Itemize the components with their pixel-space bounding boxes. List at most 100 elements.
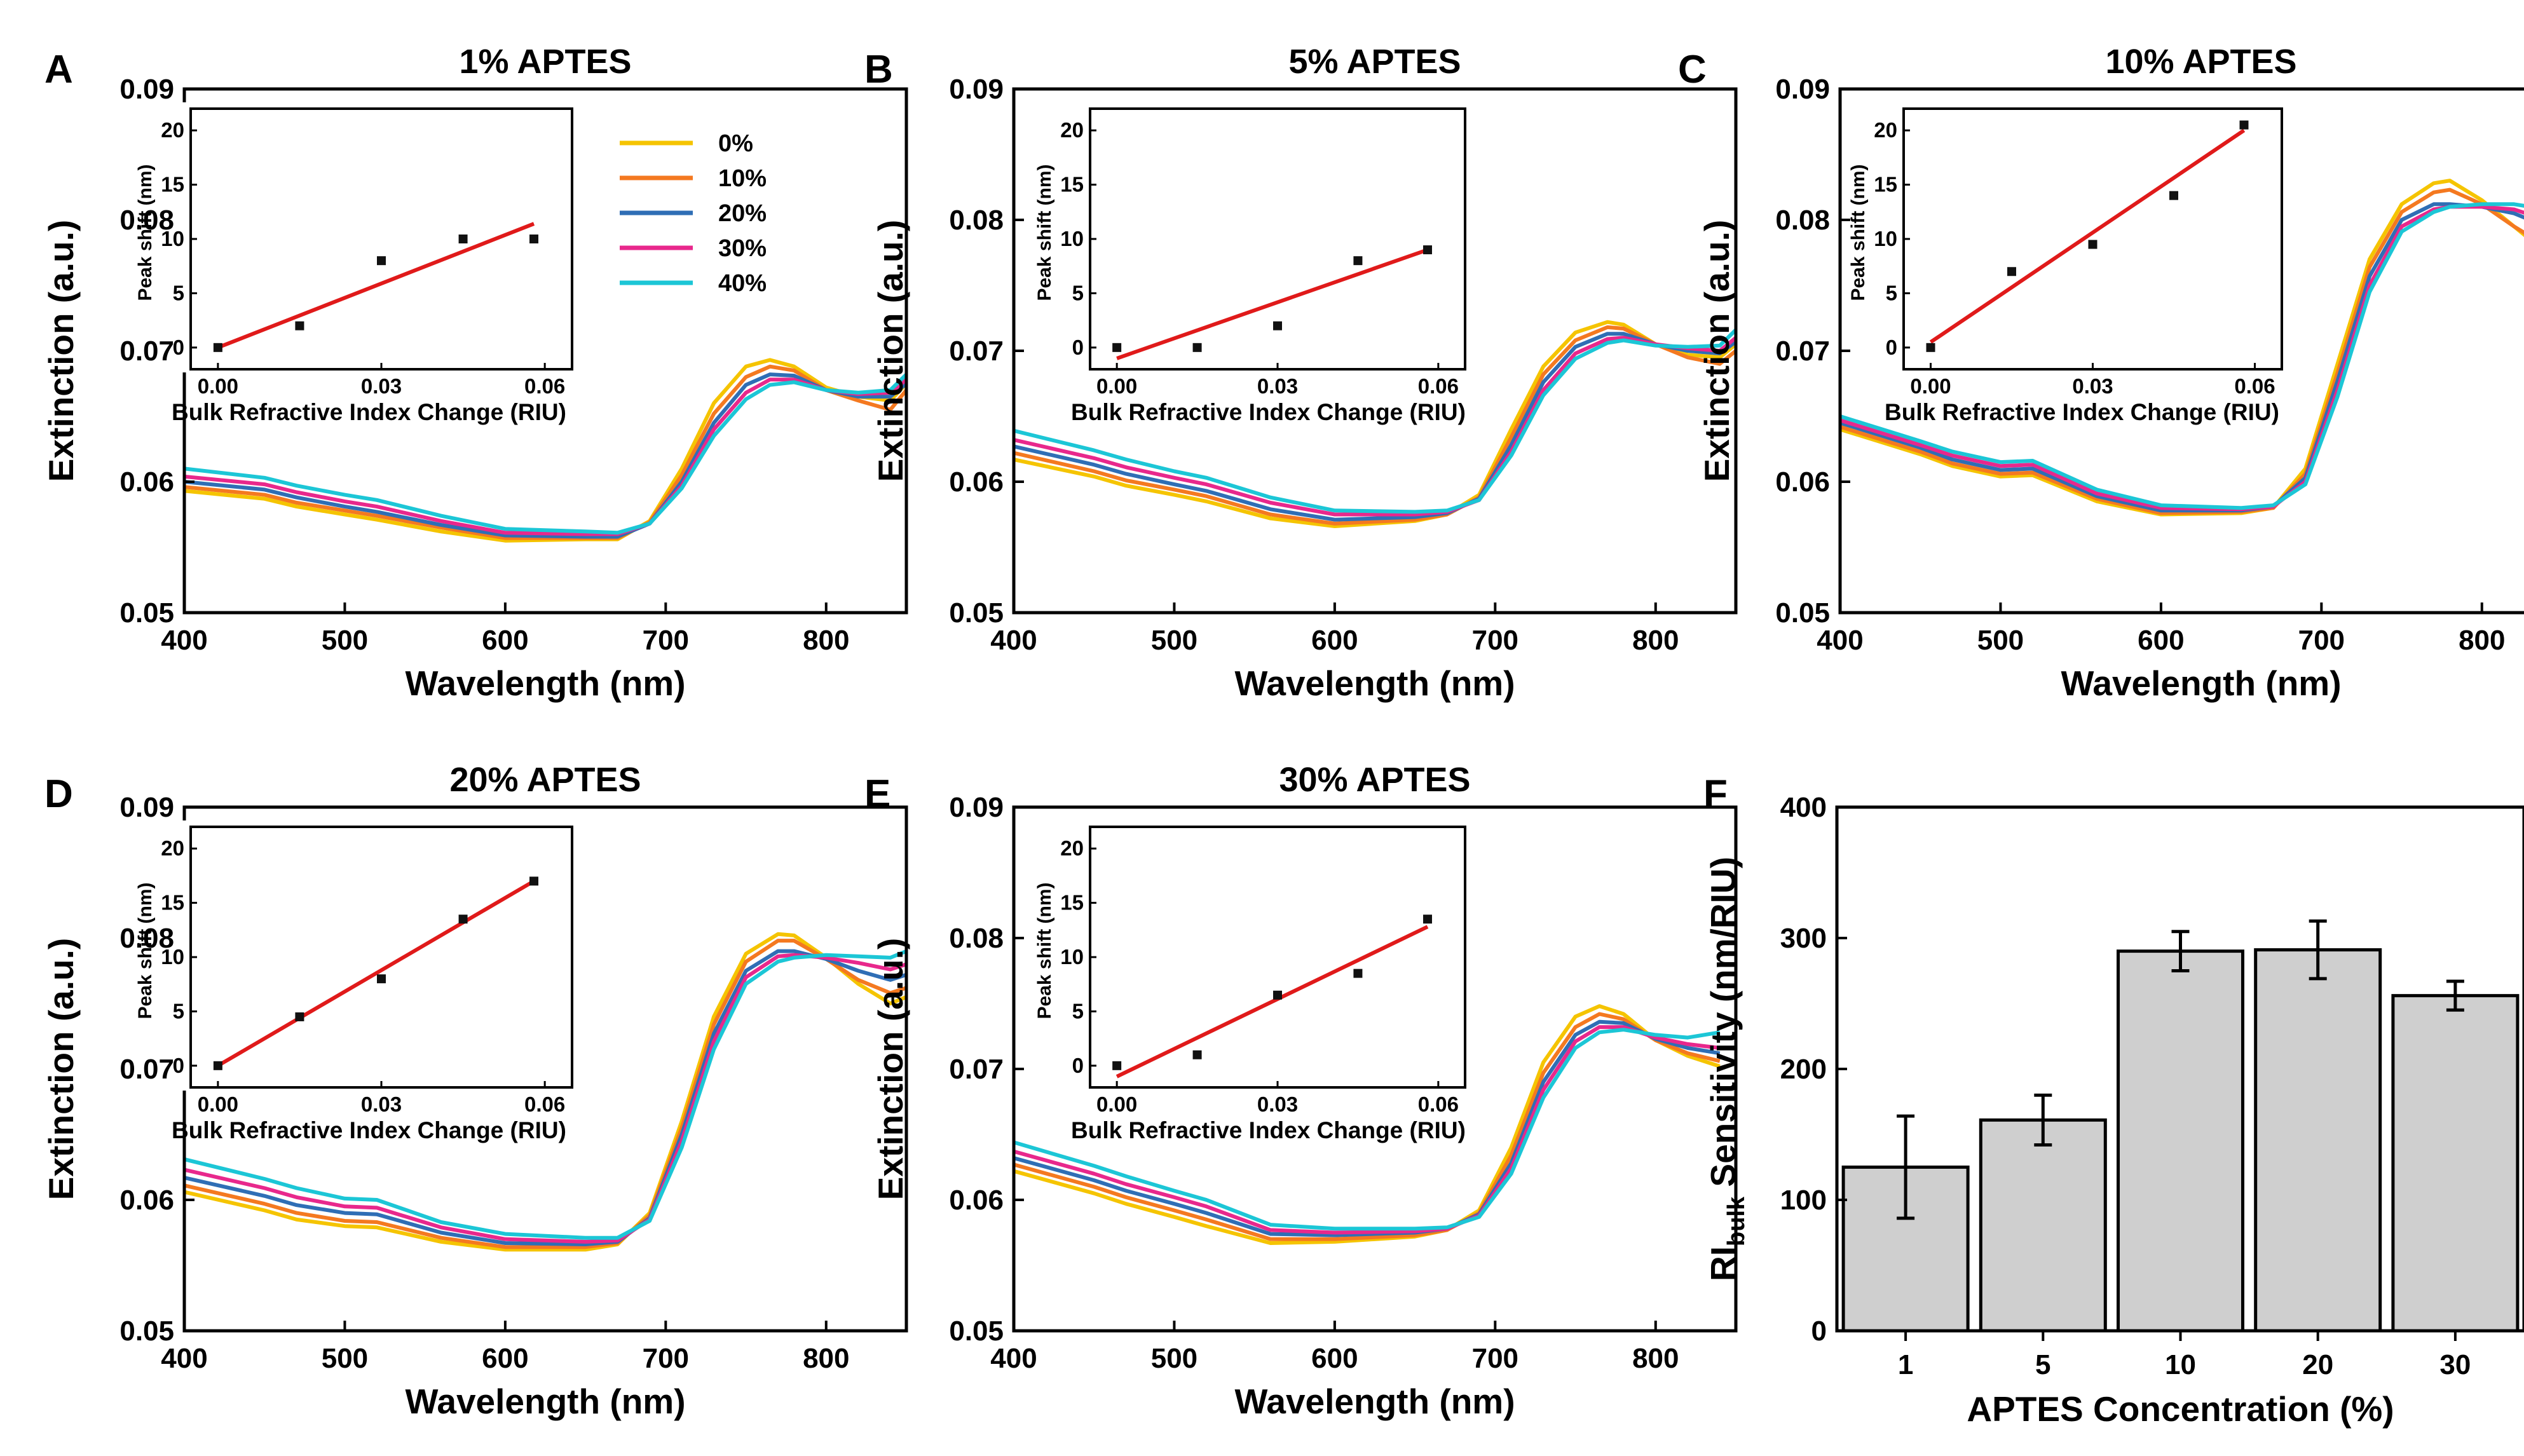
- x-tick-label: 600: [482, 1343, 528, 1374]
- y-tick-label: 0.07: [949, 1054, 1004, 1085]
- inset-y-tick-label: 10: [1874, 227, 1897, 250]
- data-point: [377, 974, 386, 984]
- inset-y-tick-label: 5: [1072, 281, 1084, 304]
- data-point: [1192, 343, 1202, 352]
- data-point: [1112, 1061, 1122, 1070]
- inset-y-tick-label: 20: [1060, 836, 1084, 860]
- chart-title: 30% APTES: [1279, 761, 1470, 799]
- bar: [2391, 994, 2520, 1333]
- inset-y-tick-label: 20: [161, 836, 184, 860]
- chart-title: 1% APTES: [459, 43, 631, 81]
- inset-y-tick-label: 15: [1060, 173, 1084, 196]
- inset-x-axis-label: Bulk Refractive Index Change (RIU): [1885, 399, 2279, 425]
- y-tick-label: 0.06: [949, 1185, 1004, 1216]
- inset-x-tick-label: 0.06: [1418, 374, 1459, 398]
- inset-x-tick-label: 0.00: [1096, 1092, 1137, 1116]
- inset-x-axis-label: Bulk Refractive Index Change (RIU): [172, 1117, 566, 1143]
- inset-y-tick-label: 10: [161, 945, 184, 969]
- bar: [1979, 1118, 2107, 1333]
- inset-y-tick-label: 10: [1060, 227, 1084, 250]
- inset-y-tick-label: 15: [161, 891, 184, 915]
- y-axis-label: Extinction (a.u.): [1697, 220, 1736, 482]
- y-tick-label: 300: [1780, 923, 1827, 954]
- inset-y-axis-label: Peak shift (nm): [135, 882, 156, 1019]
- data-point: [1926, 343, 1935, 352]
- y-axis-label: Extinction (a.u.): [41, 220, 81, 482]
- inset-plot: 0.00 0.03 0.06 0 5 10 15 20 Bulk Refractive Inde…: [135, 820, 578, 1143]
- data-point: [295, 1012, 304, 1021]
- inset-y-tick-label: 20: [1874, 118, 1897, 142]
- x-tick-label: 700: [1472, 1343, 1518, 1374]
- panel-A: A 1% APTES 400 500 600 700 800 0.05 0.06 0.07 0.08…: [41, 43, 908, 703]
- y-tick-label: 0.08: [119, 205, 174, 236]
- data-point: [377, 256, 386, 266]
- x-tick-label: 500: [322, 625, 368, 656]
- y-tick-label: 0.08: [949, 205, 1004, 236]
- y-axis-label: RIbulk Sensitivity (nm/RIU): [1703, 857, 1750, 1281]
- y-tick-label: 0.09: [949, 792, 1004, 823]
- series-line-40pct: [1840, 202, 2524, 510]
- y-tick-label: 0.07: [949, 336, 1004, 367]
- data-point: [1353, 256, 1363, 266]
- inset-background: [178, 102, 578, 372]
- data-point: [529, 235, 538, 243]
- x-tick-label: 10: [2165, 1349, 2196, 1380]
- y-axis-label: Extinction (a.u.): [871, 220, 910, 482]
- bar: [2117, 949, 2244, 1333]
- legend-label: 40%: [718, 270, 767, 297]
- x-axis-label: Wavelength (nm): [1234, 1382, 1515, 1421]
- x-tick-label: 600: [2138, 625, 2184, 656]
- panel-C: C 10% APTES 400 500 600 700 800 0.05 0.06 0.07 0.0…: [1678, 43, 2524, 703]
- inset-x-tick-label: 0.00: [1910, 374, 1951, 398]
- y-axis-label-sub: bulk: [1723, 1196, 1750, 1246]
- chart-title: 20% APTES: [449, 761, 641, 799]
- inset-y-tick-label: 5: [1072, 999, 1084, 1023]
- chart-title: 10% APTES: [2105, 43, 2296, 81]
- x-tick-label: 700: [643, 625, 689, 656]
- x-tick-label: 800: [2459, 625, 2505, 656]
- inset-y-tick-label: 20: [161, 118, 184, 142]
- inset-x-tick-label: 0.06: [2234, 374, 2275, 398]
- inset-background: [178, 820, 578, 1091]
- inset-y-axis-label: Peak shift (nm): [1034, 164, 1055, 301]
- inset-x-tick-label: 0.06: [1418, 1092, 1459, 1116]
- data-point: [458, 915, 468, 924]
- data-point: [1273, 321, 1282, 330]
- data-point: [1423, 245, 1432, 255]
- x-tick-label: 400: [161, 625, 207, 656]
- y-tick-label: 0: [1811, 1316, 1827, 1347]
- chart-title: 5% APTES: [1288, 43, 1461, 81]
- panel-letter: D: [44, 772, 73, 816]
- data-point: [2007, 267, 2016, 276]
- inset-y-tick-label: 0: [173, 1054, 184, 1077]
- data-point: [1112, 343, 1122, 352]
- inset-y-tick-label: 10: [161, 227, 184, 250]
- inset-x-tick-label: 0.03: [361, 374, 402, 398]
- x-tick-label: 700: [2298, 625, 2345, 656]
- data-point: [529, 876, 538, 886]
- y-tick-label: 0.08: [949, 923, 1004, 954]
- fit-line: [1116, 248, 1428, 360]
- inset-y-tick-label: 15: [1874, 173, 1897, 196]
- x-axis-label: Wavelength (nm): [1234, 663, 1515, 703]
- data-point: [1353, 969, 1363, 978]
- x-tick-label: 500: [1977, 625, 2024, 656]
- x-tick-label: 400: [1817, 625, 1863, 656]
- inset-x-tick-label: 0.00: [198, 1092, 238, 1116]
- inset-y-tick-label: 0: [173, 336, 184, 359]
- x-axis-label: APTES Concentration (%): [1967, 1389, 2394, 1429]
- x-tick-label: 1: [1898, 1349, 1913, 1380]
- series-group: [1014, 320, 1736, 528]
- y-axis-label-rest: Sensitivity (nm/RIU): [1703, 857, 1743, 1197]
- inset-y-tick-label: 5: [173, 999, 184, 1023]
- y-tick-label: 0.09: [119, 792, 174, 823]
- panel-B: B 5% APTES 400 500 600 700 800 0.05 0.06 0.07 0.08…: [864, 43, 1738, 703]
- inset-y-tick-label: 0: [1886, 336, 1897, 359]
- series-group: [1014, 1004, 1721, 1245]
- series-group: [1840, 179, 2524, 517]
- y-tick-label: 0.09: [119, 74, 174, 105]
- inset-x-tick-label: 0.00: [198, 374, 238, 398]
- x-axis-label: Wavelength (nm): [2061, 663, 2341, 703]
